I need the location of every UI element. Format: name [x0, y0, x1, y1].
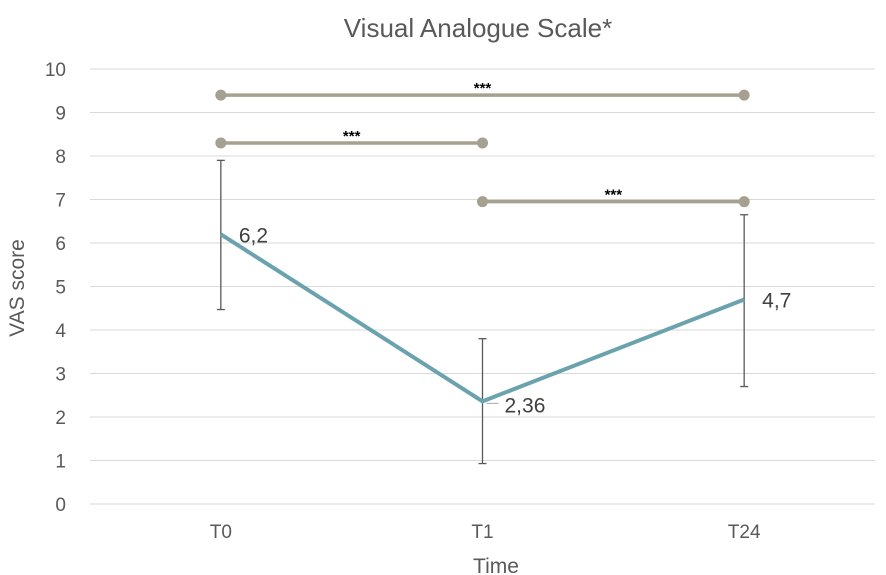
significance-label: ***	[605, 187, 623, 204]
x-tick-label: T1	[471, 522, 493, 543]
significance-bracket: ***	[215, 80, 750, 101]
significance-bracket: ***	[215, 128, 488, 149]
chart-title: Visual Analogue Scale*	[344, 13, 612, 43]
significance-brackets: *** *** ***	[215, 80, 750, 208]
data-labels: 6,2 2,36 4,7	[239, 224, 792, 417]
y-tick-label: 3	[55, 365, 66, 386]
y-tick-label: 7	[55, 191, 66, 212]
x-axis-title: Time	[473, 555, 519, 575]
y-axis-ticks: 0 1 2 3 4 5 6 7 8 9 10	[45, 60, 67, 516]
y-tick-label: 2	[55, 408, 66, 429]
y-tick-label: 9	[55, 104, 66, 125]
data-label: 6,2	[239, 224, 268, 247]
y-tick-label: 0	[55, 495, 66, 516]
y-tick-label: 6	[55, 234, 66, 255]
y-tick-label: 10	[45, 60, 66, 81]
data-label: 2,36	[505, 394, 546, 417]
y-tick-label: 1	[55, 452, 66, 473]
series-line-group	[219, 232, 745, 404]
y-axis-title: VAS score	[6, 239, 29, 337]
x-axis-ticks: T0 T1 T24	[210, 522, 761, 543]
significance-bracket: ***	[477, 187, 750, 208]
series-line	[219, 232, 745, 404]
x-tick-label: T24	[728, 522, 761, 543]
significance-label: ***	[343, 128, 361, 145]
data-label: 4,7	[762, 290, 791, 313]
y-tick-label: 4	[55, 321, 66, 342]
x-tick-label: T0	[210, 522, 232, 543]
y-tick-label: 5	[55, 278, 66, 299]
y-tick-label: 8	[55, 147, 66, 168]
significance-label: ***	[474, 80, 492, 97]
